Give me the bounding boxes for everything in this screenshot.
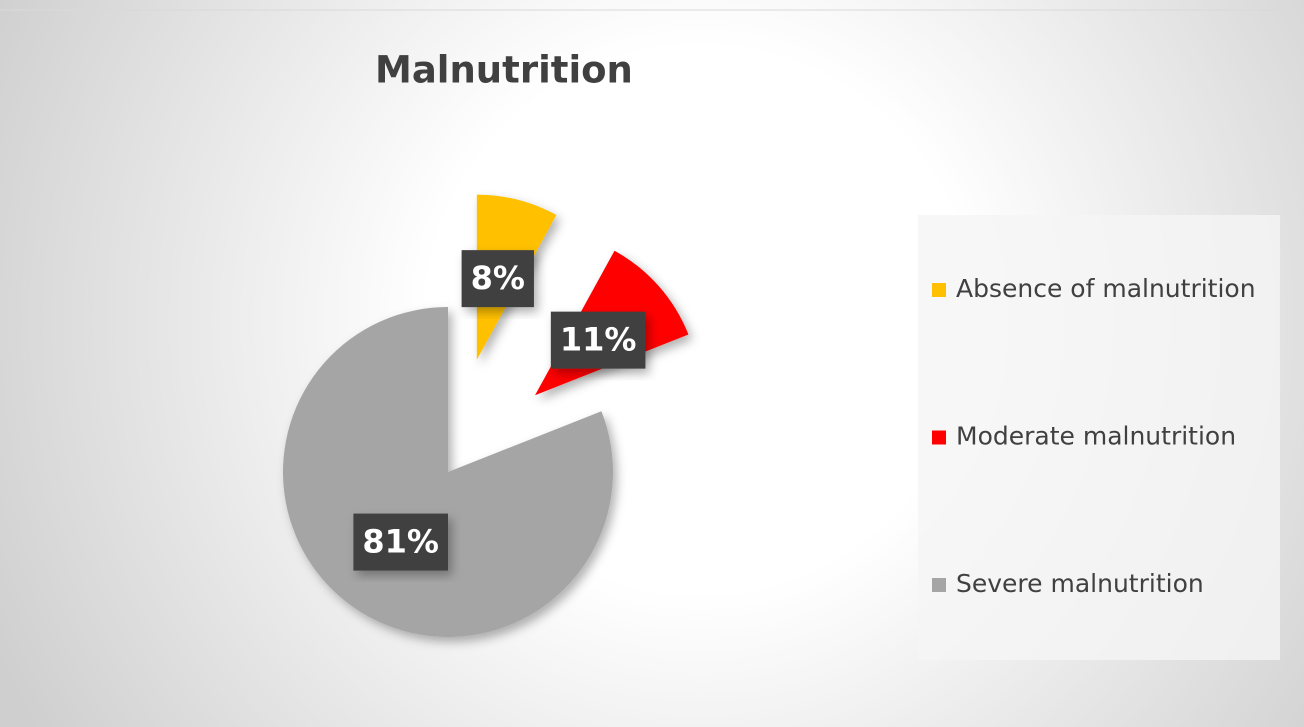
data-label-text: 81% <box>362 523 439 561</box>
legend-swatch <box>932 578 946 592</box>
data-label-box <box>353 513 448 571</box>
legend-swatch <box>932 430 946 445</box>
legend-label: Severe malnutrition <box>956 569 1204 598</box>
data-label-text: 8% <box>471 259 525 297</box>
data-label-text: 11% <box>560 321 637 359</box>
legend-label: Moderate malnutrition <box>956 422 1236 451</box>
data-label-box <box>550 311 646 369</box>
data-label: 11% <box>550 311 646 369</box>
data-label-box <box>461 250 534 308</box>
data-label: 8% <box>461 250 534 308</box>
legend-swatch <box>932 283 946 297</box>
legend-box <box>918 215 1280 660</box>
chart-title: Malnutrition <box>375 49 633 92</box>
legend-label: Absence of malnutrition <box>956 274 1256 303</box>
data-label: 81% <box>353 513 448 571</box>
